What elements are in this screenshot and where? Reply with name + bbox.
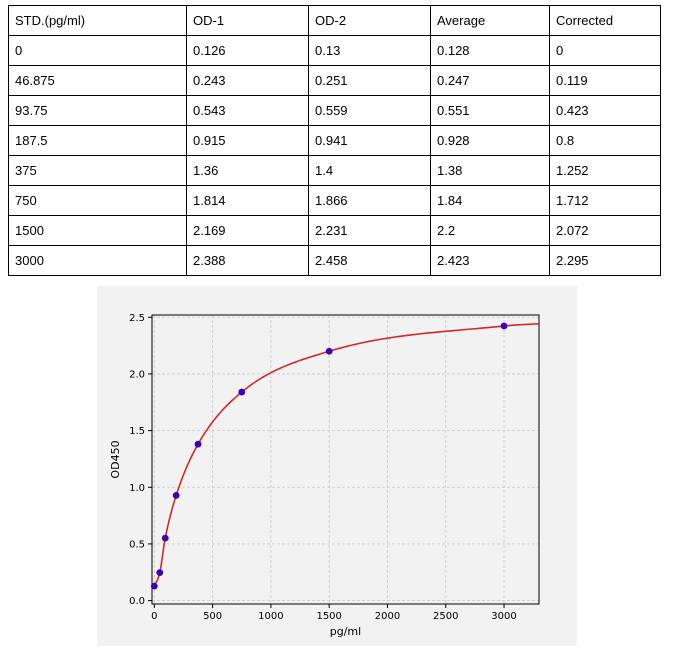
data-point — [238, 388, 246, 396]
y-tick-label: 1.0 — [129, 483, 145, 494]
data-points — [150, 322, 508, 590]
data-point — [150, 582, 158, 590]
cell-corrected: 0 — [549, 35, 661, 66]
cell-corrected: 0.423 — [549, 95, 661, 126]
y-tick-label: 2.5 — [129, 313, 145, 324]
x-tick-label: 2500 — [433, 611, 458, 622]
table-row: 1500 2.169 2.231 2.2 2.072 — [8, 215, 661, 246]
standard-curve-table: STD.(pg/ml) OD-1 OD-2 Average Corrected … — [8, 5, 661, 276]
cell-corrected: 0.119 — [549, 65, 661, 96]
data-point — [172, 492, 180, 499]
cell-od2: 0.941 — [308, 125, 431, 156]
cell-std: 375 — [8, 155, 187, 186]
cell-std: 750 — [8, 185, 187, 216]
table-row: 750 1.814 1.866 1.84 1.712 — [8, 185, 661, 216]
header-od2: OD-2 — [308, 5, 431, 36]
cell-corrected: 1.252 — [549, 155, 661, 186]
cell-od2: 0.13 — [308, 35, 431, 66]
table-header-row: STD.(pg/ml) OD-1 OD-2 Average Corrected — [8, 5, 661, 36]
cell-std: 3000 — [8, 245, 187, 276]
x-tick-label: 2000 — [375, 611, 400, 622]
standard-curve-chart: 0 500 1000 1500 2000 2500 3000 0.0 0.5 1.0 1.5 2.0 2… — [109, 313, 540, 638]
cell-corrected: 2.295 — [549, 245, 661, 276]
data-point — [500, 322, 508, 330]
cell-average: 1.38 — [430, 155, 550, 186]
table-row: 93.75 0.543 0.559 0.551 0.423 — [8, 95, 661, 126]
cell-od1: 0.915 — [186, 125, 309, 156]
x-axis-label: pg/ml — [330, 625, 361, 638]
cell-od1: 0.543 — [186, 95, 309, 126]
cell-od2: 1.4 — [308, 155, 431, 186]
y-tick-label: 0.5 — [129, 539, 145, 550]
data-point — [156, 569, 164, 577]
cell-std: 0 — [8, 35, 187, 66]
header-od1: OD-1 — [186, 5, 309, 36]
data-point — [325, 347, 333, 355]
y-axis-label: OD450 — [109, 440, 122, 478]
header-corrected: Corrected — [549, 5, 661, 36]
cell-od1: 1.36 — [186, 155, 309, 186]
cell-average: 1.84 — [430, 185, 550, 216]
cell-od1: 2.169 — [186, 215, 309, 246]
cell-corrected: 1.712 — [549, 185, 661, 216]
y-tick-label: 2.0 — [129, 369, 145, 380]
cell-std: 46.875 — [8, 65, 187, 96]
x-tick-label: 0 — [151, 611, 157, 622]
cell-average: 0.128 — [430, 35, 550, 66]
x-tick-label: 3000 — [491, 611, 516, 622]
cell-average: 2.423 — [430, 245, 550, 276]
x-tick-label: 1500 — [316, 611, 341, 622]
cell-average: 0.247 — [430, 65, 550, 96]
cell-od2: 0.559 — [308, 95, 431, 126]
cell-std: 187.5 — [8, 125, 187, 156]
cell-od1: 1.814 — [186, 185, 309, 216]
cell-od1: 2.388 — [186, 245, 309, 276]
cell-od2: 2.458 — [308, 245, 431, 276]
cell-od1: 0.126 — [186, 35, 309, 66]
cell-corrected: 2.072 — [549, 215, 661, 246]
x-tick-label: 1000 — [258, 611, 283, 622]
cell-corrected: 0.8 — [549, 125, 661, 156]
cell-std: 1500 — [8, 215, 187, 246]
y-tick-label: 0.0 — [129, 596, 145, 607]
cell-average: 0.928 — [430, 125, 550, 156]
standard-curve-plot: 0 500 1000 1500 2000 2500 3000 0.0 0.5 1.0 1.5 2.0 2… — [97, 286, 577, 646]
data-point — [161, 534, 169, 542]
fit-curve — [153, 322, 540, 587]
table-row: 46.875 0.243 0.251 0.247 0.119 — [8, 65, 661, 96]
header-average: Average — [430, 5, 550, 36]
cell-std: 93.75 — [8, 95, 187, 126]
y-tick-label: 1.5 — [129, 426, 145, 437]
table-row: 375 1.36 1.4 1.38 1.252 — [8, 155, 661, 186]
table-row: 187.5 0.915 0.941 0.928 0.8 — [8, 125, 661, 156]
cell-od2: 1.866 — [308, 185, 431, 216]
cell-od2: 2.231 — [308, 215, 431, 246]
grid-lines — [152, 315, 539, 604]
data-point — [194, 440, 202, 448]
x-tick-label: 500 — [203, 611, 222, 622]
axis-ticks: 0 500 1000 1500 2000 2500 3000 0.0 0.5 1.0 1.5 2.0 2… — [129, 313, 517, 622]
cell-average: 0.551 — [430, 95, 550, 126]
table-row: 0 0.126 0.13 0.128 0 — [8, 35, 661, 66]
cell-average: 2.2 — [430, 215, 550, 246]
cell-od2: 0.251 — [308, 65, 431, 96]
cell-od1: 0.243 — [186, 65, 309, 96]
table-row: 3000 2.388 2.458 2.423 2.295 — [8, 245, 661, 276]
plot-area-frame — [151, 314, 540, 605]
header-std: STD.(pg/ml) — [8, 5, 187, 36]
